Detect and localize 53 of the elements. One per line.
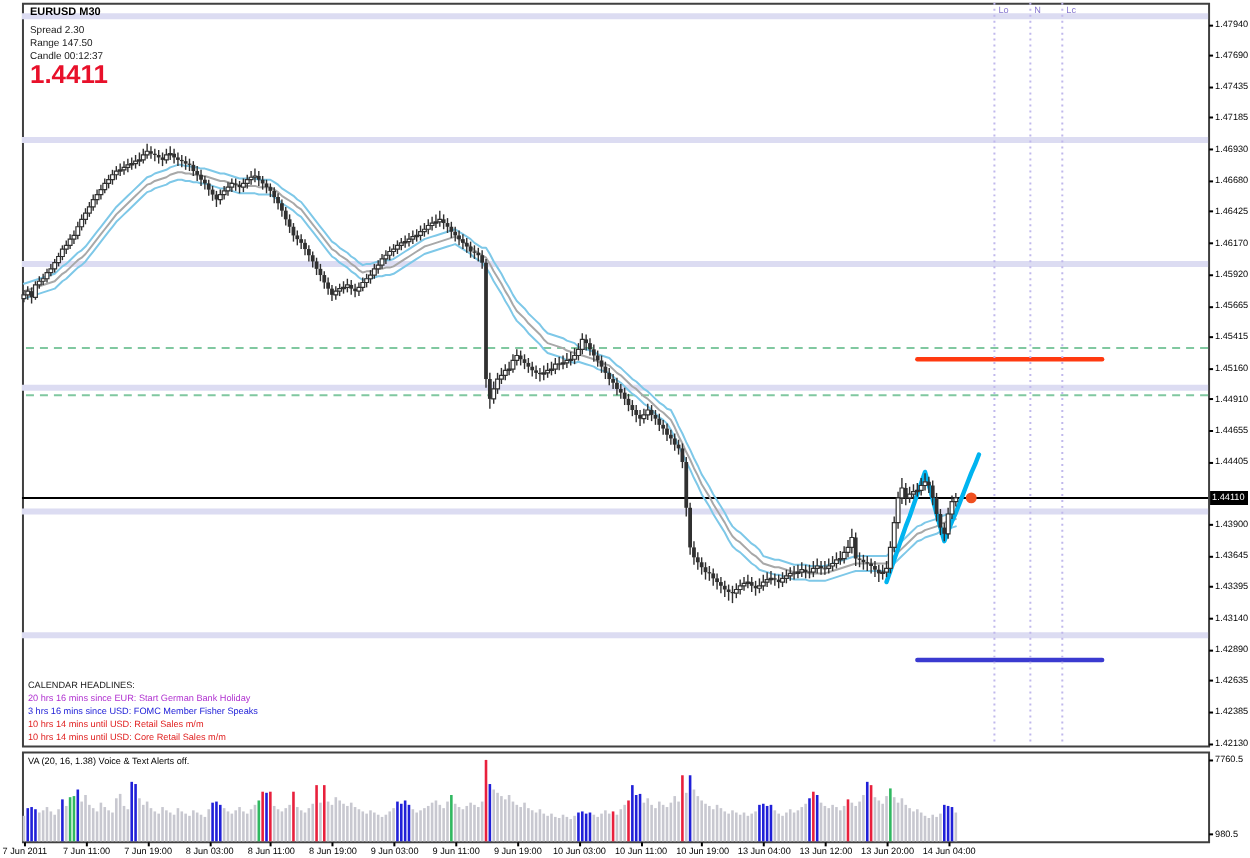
- candlestick: [661, 419, 666, 436]
- candlestick: [429, 216, 435, 232]
- candlestick: [772, 572, 777, 587]
- candlestick: [457, 229, 461, 247]
- line-series: [884, 452, 982, 585]
- candlestick: [195, 165, 200, 182]
- candlestick: [611, 373, 615, 390]
- candlestick: [873, 560, 877, 578]
- candlestick: [615, 377, 619, 396]
- candlestick: [591, 343, 596, 363]
- candlestick: [579, 332, 585, 355]
- candlestick: [922, 472, 928, 492]
- candlestick: [287, 213, 292, 234]
- candlestick: [221, 185, 227, 201]
- candlestick: [534, 364, 538, 380]
- candlestick: [303, 238, 307, 256]
- candlestick: [461, 233, 465, 250]
- candlestick: [719, 576, 723, 594]
- candlestick: [121, 160, 127, 176]
- candlestick: [252, 167, 258, 183]
- candlestick: [149, 145, 153, 160]
- candlestick: [741, 576, 747, 592]
- candlestick: [745, 573, 751, 589]
- candlestick: [584, 333, 589, 352]
- candlestick: [768, 570, 774, 586]
- candlestick: [506, 361, 512, 377]
- candlestick: [276, 192, 280, 211]
- candlestick: [903, 482, 908, 507]
- candlestick: [764, 571, 770, 588]
- candlestick: [634, 404, 639, 424]
- candlestick: [299, 233, 304, 250]
- candlestick: [356, 281, 362, 297]
- candlestick: [638, 409, 642, 427]
- candlestick: [433, 213, 439, 229]
- annotation: 1.4411: [29, 58, 108, 89]
- candlestick: [406, 232, 412, 248]
- candlestick: [814, 557, 820, 575]
- candlestick: [383, 249, 389, 265]
- candlestick: [510, 353, 516, 374]
- candlestick: [144, 143, 150, 160]
- candlestick: [853, 531, 858, 567]
- candlestick: [306, 244, 311, 263]
- candlestick: [283, 206, 288, 227]
- candlestick: [330, 284, 334, 302]
- candlestick: [199, 169, 203, 187]
- candlestick: [665, 422, 669, 442]
- candlestick: [560, 354, 566, 370]
- candlestick: [32, 280, 38, 301]
- candlestick: [715, 572, 719, 591]
- candlestick: [71, 229, 77, 245]
- candlestick: [117, 162, 123, 177]
- candlestick: [176, 151, 180, 167]
- candlestick: [588, 337, 592, 357]
